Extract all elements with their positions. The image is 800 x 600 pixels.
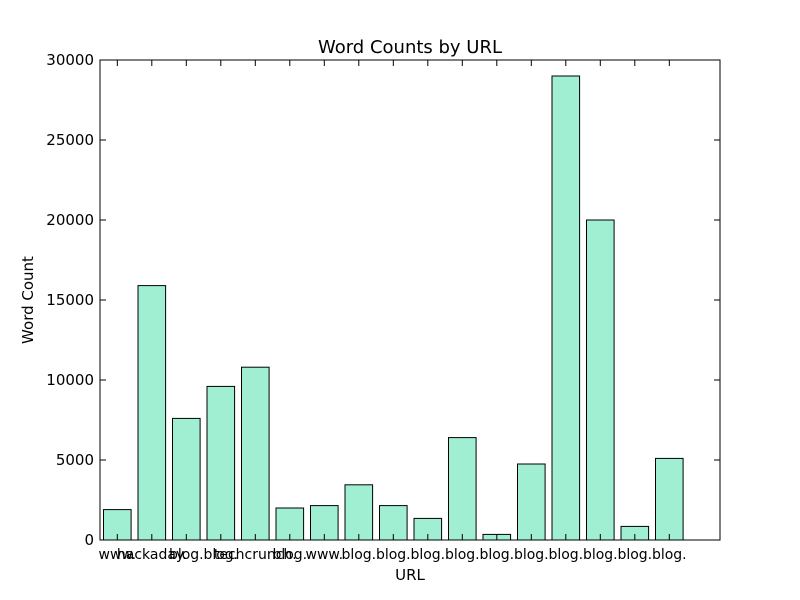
x-tick-label-13: blog.: [548, 547, 583, 563]
bar-13: [551, 75, 581, 541]
bar-4: [241, 366, 270, 541]
bars-group: [103, 75, 684, 541]
y-tick-label-3: 15000: [46, 291, 94, 309]
bar-12: [517, 463, 546, 541]
y-tick-label-5: 25000: [46, 131, 94, 149]
x-tick-label-6: www.: [306, 547, 344, 563]
x-tick-label-2: blog.: [169, 547, 204, 563]
y-tick-label-4: 20000: [46, 211, 94, 229]
x-tick-label-12: blog.: [514, 547, 549, 563]
x-tick-label-7: blog.: [341, 547, 376, 563]
y-axis: 0 5000 10000 15000 20000 25000 30000: [46, 51, 720, 549]
bar-7: [344, 484, 374, 541]
x-tick-label-4: techcrunch.: [214, 547, 297, 563]
x-tick-label-15: blog.: [617, 547, 652, 563]
bar-14: [586, 219, 615, 541]
y-tick-label-1: 5000: [56, 451, 94, 469]
y-axis-label: Word Count: [19, 256, 37, 344]
x-tick-label-14: blog.: [583, 547, 618, 563]
x-axis-label: URL: [395, 566, 425, 584]
chart-title: Word Counts by URL: [318, 37, 502, 58]
x-tick-label-9: blog.: [410, 547, 445, 563]
y-tick-label-0: 0: [84, 531, 94, 549]
x-tick-label-1: hackaday.: [117, 547, 187, 563]
bar-16: [655, 457, 684, 541]
bar-1: [137, 285, 167, 541]
y-tick-label-2: 10000: [46, 371, 94, 389]
bar-3: [206, 385, 236, 541]
x-tick-label-11: blog.: [479, 547, 514, 563]
y-tick-label-6: 30000: [46, 51, 94, 69]
x-axis: www.hackaday.blog. blog.techcrunch.blog.w…: [99, 60, 687, 563]
x-tick-label-10: blog.: [445, 547, 480, 563]
x-tick-label-3: blog.: [203, 547, 238, 563]
bar-10: [448, 437, 477, 541]
x-tick-label-5: blog.: [272, 547, 307, 563]
bar-2: [172, 417, 201, 541]
x-tick-label-8: blog.: [376, 547, 411, 563]
x-tick-label-0: www.: [99, 547, 137, 563]
x-tick-label-16: blog.: [652, 547, 687, 563]
